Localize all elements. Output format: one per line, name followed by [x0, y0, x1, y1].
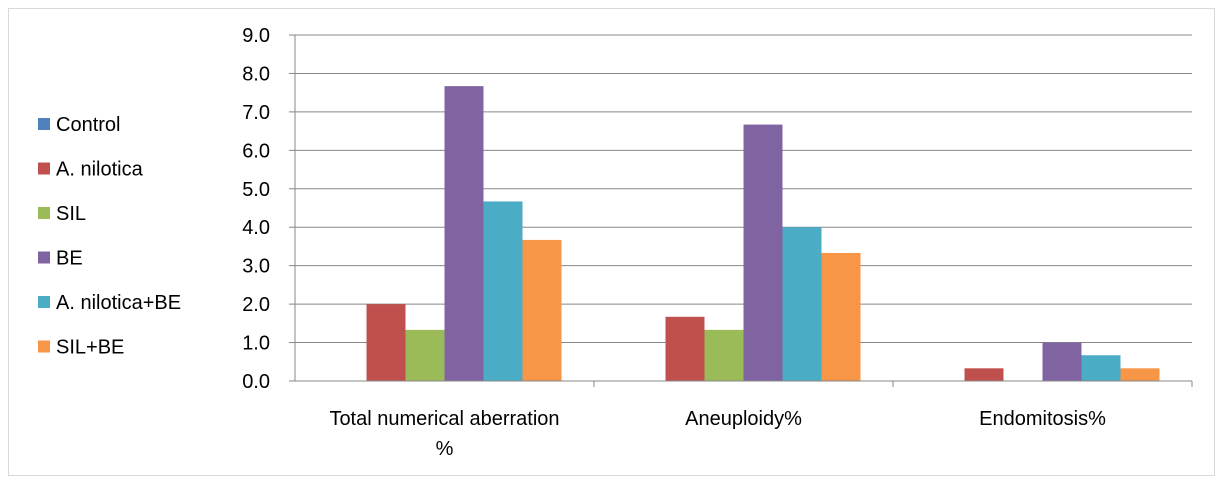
legend-swatch [38, 340, 50, 353]
legend-item: SIL+BE [38, 337, 124, 359]
bar [665, 316, 705, 381]
bar [483, 201, 523, 381]
y-axis-ticks: 0.0 1.0 2.0 3.0 4.0 5.0 6.0 7.0 8.0 9.0 [242, 25, 270, 393]
legend-swatch [38, 296, 50, 308]
legend-label: BE [56, 248, 83, 270]
y-tick-label: 5.0 [242, 179, 270, 201]
bar [405, 329, 445, 381]
y-tick-label: 7.0 [242, 102, 270, 124]
legend-label: SIL [56, 203, 86, 225]
x-axis-ticks: Total numerical aberration% Aneuploidy% En… [329, 408, 1106, 460]
chart-frame [8, 8, 1215, 476]
y-tick-label: 3.0 [242, 256, 270, 278]
legend-label: Control [56, 114, 120, 136]
x-tick-label: % [436, 438, 454, 460]
y-tick-label: 4.0 [242, 217, 270, 239]
legend-item: SIL [38, 203, 86, 225]
legend-label: A. nilotica+BE [56, 292, 181, 314]
y-tick-label: 2.0 [242, 294, 270, 316]
bar [366, 304, 406, 381]
bar [522, 239, 562, 381]
bar [743, 124, 783, 381]
legend-item: A. nilotica+BE [38, 292, 181, 314]
bar [964, 368, 1004, 381]
bar [444, 86, 484, 382]
bar [782, 227, 822, 381]
x-tick-label: Total numerical aberration [329, 408, 559, 430]
legend-item: BE [38, 248, 83, 270]
bars [366, 86, 1160, 382]
x-tick-label: Endomitosis% [979, 408, 1106, 430]
x-tick-label: Aneuploidy% [685, 408, 802, 430]
y-tick-label: 8.0 [242, 63, 270, 85]
y-tick-label: 6.0 [242, 140, 270, 162]
legend-label: A. nilotica [56, 159, 144, 181]
legend-swatch [38, 118, 50, 130]
bar [821, 252, 861, 381]
legend: Control A. nilotica SIL BE A. nilotica+BE SIL… [38, 114, 181, 359]
legend-swatch [38, 162, 50, 175]
legend-item: A. nilotica [38, 159, 144, 181]
bar [1120, 368, 1160, 381]
y-tick-label: 9.0 [242, 25, 270, 47]
y-tick-label: 0.0 [242, 371, 270, 393]
y-tick-label: 1.0 [242, 333, 270, 355]
legend-item: Control [38, 114, 120, 136]
bar [1081, 355, 1121, 381]
bar [1042, 342, 1082, 381]
legend-label: SIL+BE [56, 337, 124, 359]
bar [704, 329, 744, 381]
axes [289, 34, 1193, 387]
legend-swatch [38, 207, 50, 219]
legend-swatch [38, 251, 50, 264]
